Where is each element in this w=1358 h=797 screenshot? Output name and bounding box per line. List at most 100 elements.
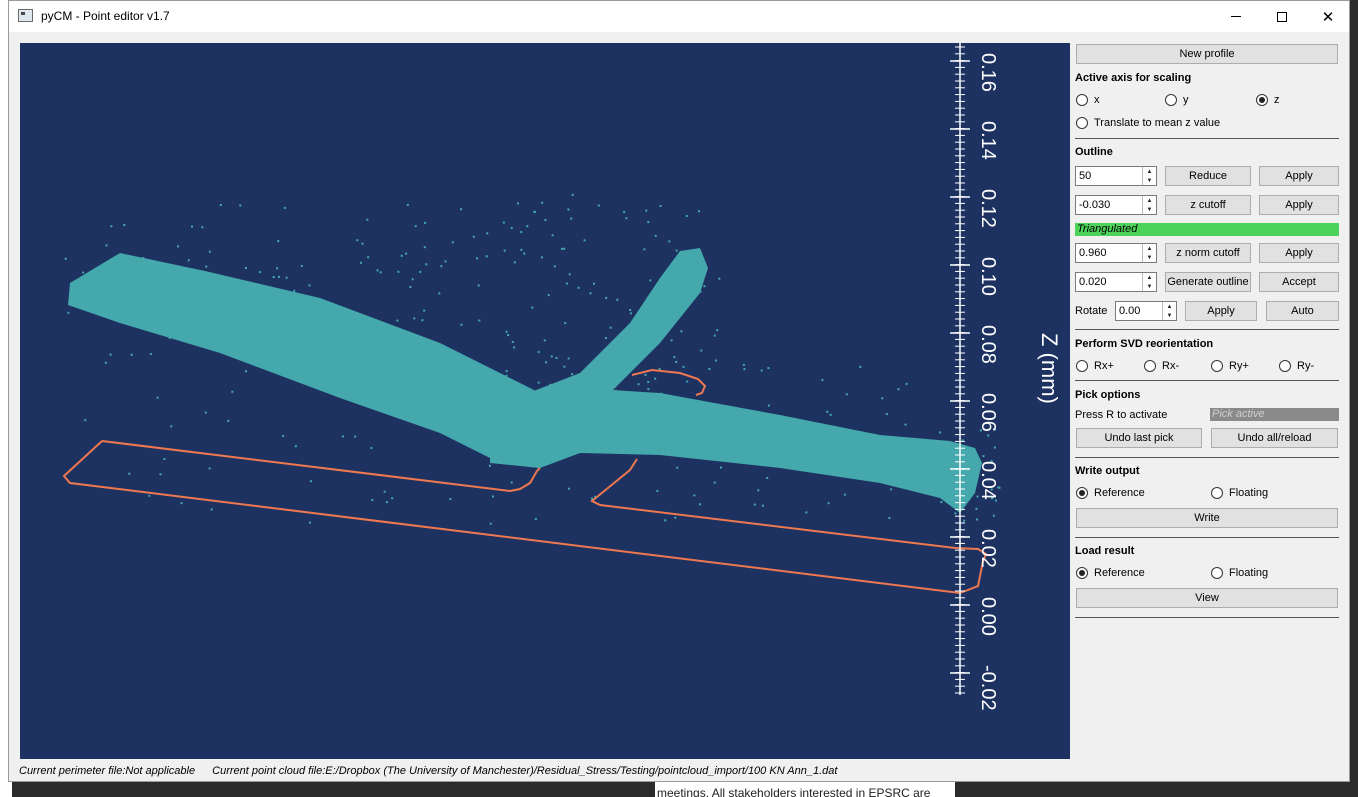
scatter-point — [805, 511, 808, 514]
scatter-point — [570, 217, 573, 220]
radio-label: Reference — [1094, 487, 1145, 499]
new-profile-button[interactable]: New profile — [1076, 44, 1338, 64]
arrow-up-icon[interactable]: ▲ — [1166, 303, 1173, 310]
point-cloud-viewport[interactable]: 0.16 0.14 0.12 0.10 0.08 0.06 0.04 0.02 0.00 -0.0… — [20, 43, 1070, 759]
point-cloud-canvas[interactable]: 0.16 0.14 0.12 0.10 0.08 0.06 0.04 0.02 0.00 -0.0… — [20, 43, 1070, 759]
arrow-up-icon[interactable]: ▲ — [1146, 274, 1153, 281]
load-radio-reference[interactable]: Reference — [1076, 566, 1145, 580]
reduce-button[interactable]: Reduce — [1165, 166, 1251, 186]
scatter-point — [245, 370, 247, 373]
spinbox-arrows[interactable]: ▲ ▼ — [1162, 302, 1176, 320]
outline-curve — [62, 368, 988, 595]
radio-ry-plus[interactable]: Ry+ — [1211, 359, 1249, 373]
radio-label: Ry- — [1297, 360, 1315, 372]
scatter-point — [658, 367, 661, 370]
arrow-down-icon[interactable]: ▼ — [1146, 254, 1153, 261]
write-button[interactable]: Write — [1076, 508, 1338, 528]
scatter-point — [625, 217, 628, 220]
accept-button[interactable]: Accept — [1259, 272, 1339, 292]
arrow-down-icon[interactable]: ▼ — [1146, 283, 1153, 290]
scatter-point — [843, 493, 846, 496]
rotate-spinbox[interactable]: 0.00 ▲ ▼ — [1115, 301, 1177, 321]
scatter-point — [239, 204, 242, 207]
z-axis-tick-label: 0.08 — [977, 325, 999, 364]
scatter-point — [502, 221, 505, 224]
scatter-point — [451, 241, 454, 244]
z-cutoff-apply-button[interactable]: Apply — [1259, 195, 1339, 215]
z-norm-apply-button[interactable]: Apply — [1259, 243, 1339, 263]
scatter-point — [826, 410, 829, 413]
radio-indicator-selected — [1076, 487, 1088, 499]
scatter-point — [645, 209, 648, 212]
scatter-point — [976, 518, 978, 521]
spinbox-arrows[interactable]: ▲ ▼ — [1142, 273, 1156, 291]
scatter-point — [362, 368, 365, 371]
scatter-point — [563, 399, 566, 402]
radio-axis-y[interactable]: y — [1165, 93, 1189, 107]
undo-last-pick-button[interactable]: Undo last pick — [1076, 428, 1202, 448]
close-button[interactable]: ✕ — [1305, 1, 1351, 32]
arrow-down-icon[interactable]: ▼ — [1166, 312, 1173, 319]
status-bar: Current perimeter file:Not applicable Cu… — [19, 765, 851, 777]
scatter-point — [987, 434, 990, 437]
radio-axis-x[interactable]: x — [1076, 93, 1100, 107]
undo-all-reload-button[interactable]: Undo all/reload — [1211, 428, 1338, 448]
translate-mean-z-radio[interactable]: Translate to mean z value — [1076, 116, 1220, 130]
scatter-point — [123, 224, 126, 226]
scatter-point — [685, 215, 688, 217]
scatter-point — [276, 267, 279, 270]
scatter-point — [994, 428, 996, 431]
title-bar[interactable]: pyCM - Point editor v1.7 ✕ — [9, 1, 1349, 32]
pick-hint: Press R to activate — [1075, 409, 1168, 421]
write-radio-reference[interactable]: Reference — [1076, 486, 1145, 500]
reduce-apply-button[interactable]: Apply — [1259, 166, 1339, 186]
spinbox-arrows[interactable]: ▲ ▼ — [1142, 167, 1156, 185]
scatter-point — [976, 495, 979, 498]
scatter-point — [968, 465, 971, 468]
spinbox-arrows[interactable]: ▲ ▼ — [1142, 244, 1156, 262]
scatter-point — [182, 339, 185, 342]
generate-outline-button[interactable]: Generate outline — [1165, 272, 1251, 292]
reduce-spinbox[interactable]: 50 ▲ ▼ — [1075, 166, 1157, 186]
separator — [1075, 138, 1339, 139]
scatter-point — [997, 486, 1000, 489]
z-norm-cutoff-button[interactable]: z norm cutoff — [1165, 243, 1251, 263]
radio-axis-z[interactable]: z — [1256, 93, 1280, 107]
pointcloud-file-status: Current point cloud file:E:/Dropbox (The… — [212, 765, 838, 777]
rotate-auto-button[interactable]: Auto — [1266, 301, 1339, 321]
radio-rx-minus[interactable]: Rx- — [1144, 359, 1179, 373]
arrow-up-icon[interactable]: ▲ — [1146, 168, 1153, 175]
maximize-button[interactable] — [1259, 1, 1305, 32]
rotate-apply-button[interactable]: Apply — [1185, 301, 1257, 321]
scatter-point — [659, 205, 662, 207]
scatter-point — [668, 240, 671, 243]
scatter-point — [285, 276, 288, 279]
arrow-up-icon[interactable]: ▲ — [1146, 197, 1153, 204]
radio-indicator-selected — [1076, 567, 1088, 579]
scatter-point — [209, 292, 212, 295]
z-norm-spinbox[interactable]: 0.960 ▲ ▼ — [1075, 243, 1157, 263]
arrow-down-icon[interactable]: ▼ — [1146, 177, 1153, 184]
spinbox-arrows[interactable]: ▲ ▼ — [1142, 196, 1156, 214]
scatter-point — [713, 481, 716, 484]
z-cutoff-button[interactable]: z cutoff — [1165, 195, 1251, 215]
scatter-point — [258, 271, 261, 274]
scatter-point — [990, 460, 993, 463]
radio-rx-plus[interactable]: Rx+ — [1076, 359, 1114, 373]
arrow-down-icon[interactable]: ▼ — [1146, 206, 1153, 213]
outline-offset-spinbox[interactable]: 0.020 ▲ ▼ — [1075, 272, 1157, 292]
z-cutoff-spinbox[interactable]: -0.030 ▲ ▼ — [1075, 195, 1157, 215]
scatter-point — [544, 218, 547, 221]
scatter-point — [367, 349, 370, 352]
load-radio-floating[interactable]: Floating — [1211, 566, 1268, 580]
arrow-up-icon[interactable]: ▲ — [1146, 245, 1153, 252]
scatter-point — [905, 382, 908, 385]
minimize-button[interactable] — [1213, 1, 1259, 32]
scatter-point — [757, 489, 760, 492]
scatter-point — [505, 330, 508, 333]
scatter-point — [488, 464, 491, 467]
radio-ry-minus[interactable]: Ry- — [1279, 359, 1314, 373]
write-radio-floating[interactable]: Floating — [1211, 486, 1268, 500]
scatter-point — [208, 250, 211, 253]
view-button[interactable]: View — [1076, 588, 1338, 608]
